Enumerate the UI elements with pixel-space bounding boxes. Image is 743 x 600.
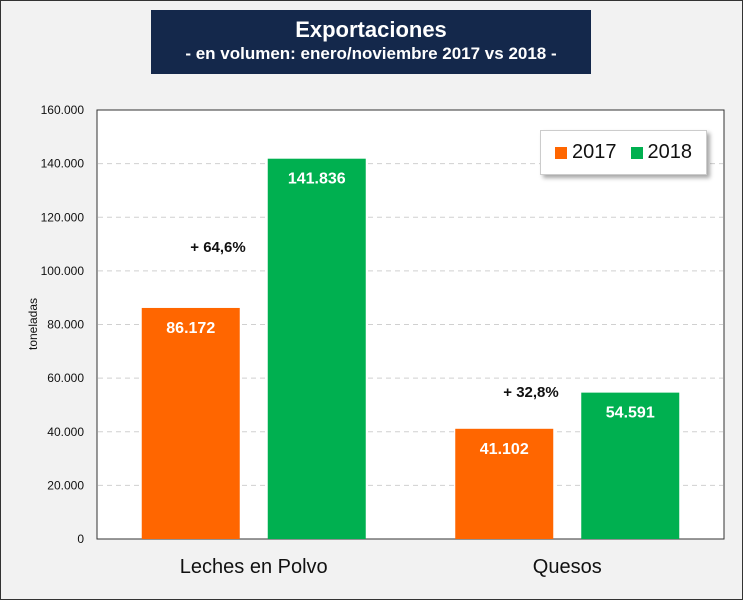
chart-subtitle: - en volumen: enero/noviembre 2017 vs 20… [185,44,557,63]
y-tick-label: 40.000 [47,425,84,439]
bar-value-label: 41.102 [480,441,529,458]
y-tick-label: 60.000 [47,371,84,385]
legend-label-2017: 2017 [572,141,617,163]
bar-2017-0 [141,307,240,539]
legend-swatch-2017 [555,146,567,159]
y-tick-label: 100.000 [41,264,85,278]
legend-label-2018: 2018 [647,141,693,163]
legend-item-2017: 2017 [555,141,617,164]
annotation-leches-growth: + 64,6% [190,239,245,256]
y-tick-label: 120.000 [41,210,85,224]
y-tick-label: 0 [77,532,84,546]
bars [141,158,680,540]
bar-labels: 86.172 141.836 41.102 54.591 [166,171,655,458]
legend: 2017 2018 [540,130,707,175]
category-labels: Leches en Polvo Quesos [180,556,602,578]
bar-2018-0 [267,158,366,540]
y-tick-label: 80.000 [47,318,84,332]
y-axis-ticks: 0 20.000 40.000 60.000 80.000 100.000 120.000 1… [41,103,85,546]
legend-item-2018: 2018 [630,141,693,164]
annotation-quesos-growth: + 32,8% [503,384,558,401]
y-tick-label: 20.000 [47,478,84,492]
legend-swatch-2018 [630,146,643,159]
x-category-label: Leches en Polvo [180,556,328,578]
bar-value-label: 54.591 [606,405,655,422]
bar-value-label: 141.836 [288,171,346,188]
x-category-label: Quesos [533,556,602,578]
bar-value-label: 86.172 [166,320,215,337]
bar-2017-1 [455,428,554,539]
title-box: Exportaciones - en volumen: enero/noviem… [151,10,591,74]
y-tick-label: 160.000 [41,103,85,117]
y-tick-label: 140.000 [41,157,85,171]
y-axis-label: toneladas [26,298,40,350]
chart-title: Exportaciones [295,17,447,42]
bar-2018-1 [581,392,680,539]
